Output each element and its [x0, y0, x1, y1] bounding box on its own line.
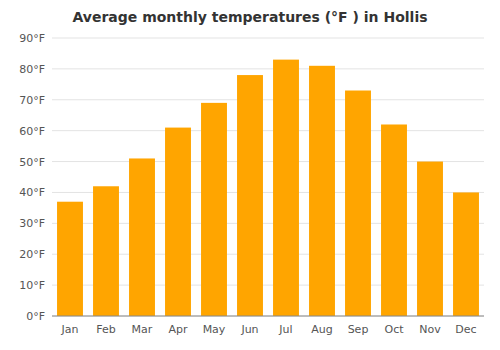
chart-svg: Average monthly temperatures (°F ) in Ho…	[0, 0, 500, 350]
x-tick-label: Feb	[96, 323, 115, 336]
x-axis-line	[52, 316, 484, 317]
bar	[165, 128, 191, 316]
bar	[201, 103, 227, 316]
bar	[93, 186, 119, 316]
x-tick-label: Mar	[132, 323, 153, 336]
x-tick-label: Jan	[61, 323, 79, 336]
y-tick-label: 30°F	[19, 217, 45, 230]
y-tick-label: 70°F	[19, 94, 45, 107]
bar	[57, 202, 83, 316]
x-tick-label: Oct	[384, 323, 404, 336]
bar	[345, 91, 371, 316]
x-tick-label: May	[203, 323, 226, 336]
grid-line	[52, 99, 484, 100]
chart-title: Average monthly temperatures (°F ) in Ho…	[72, 9, 427, 25]
x-tick-label: Dec	[455, 323, 476, 336]
grid	[52, 38, 484, 316]
y-tick-label: 0°F	[26, 310, 45, 323]
grid-line	[52, 130, 484, 131]
chart-container: Average monthly temperatures (°F ) in Ho…	[0, 0, 500, 350]
y-tick-label: 80°F	[19, 63, 45, 76]
y-tick-label: 90°F	[19, 32, 45, 45]
y-tick-label: 10°F	[19, 279, 45, 292]
x-tick-label: Jun	[240, 323, 258, 336]
bars	[57, 60, 479, 316]
grid-line	[52, 316, 484, 317]
bar	[273, 60, 299, 316]
grid-line	[52, 38, 484, 39]
x-axis: Jan Feb Mar Apr May Jun Jul Aug Sep Oct Nov Dec	[52, 316, 484, 336]
y-tick-label: 40°F	[19, 186, 45, 199]
x-tick-label: Nov	[419, 323, 441, 336]
y-tick-label: 60°F	[19, 125, 45, 138]
bar	[129, 158, 155, 316]
x-tick-label: Aug	[311, 323, 332, 336]
x-tick-label: Apr	[168, 323, 188, 336]
x-tick-label: Sep	[348, 323, 369, 336]
grid-line	[52, 68, 484, 69]
bar	[309, 66, 335, 316]
bar	[381, 124, 407, 316]
bar	[237, 75, 263, 316]
x-tick-label: Jul	[278, 323, 292, 336]
y-tick-label: 20°F	[19, 248, 45, 261]
bar	[417, 162, 443, 316]
y-tick-label: 50°F	[19, 156, 45, 169]
bar	[453, 192, 479, 316]
y-axis: 0°F 10°F 20°F 30°F 40°F 50°F 60°F 70°F 80°F 90°F	[19, 32, 45, 323]
